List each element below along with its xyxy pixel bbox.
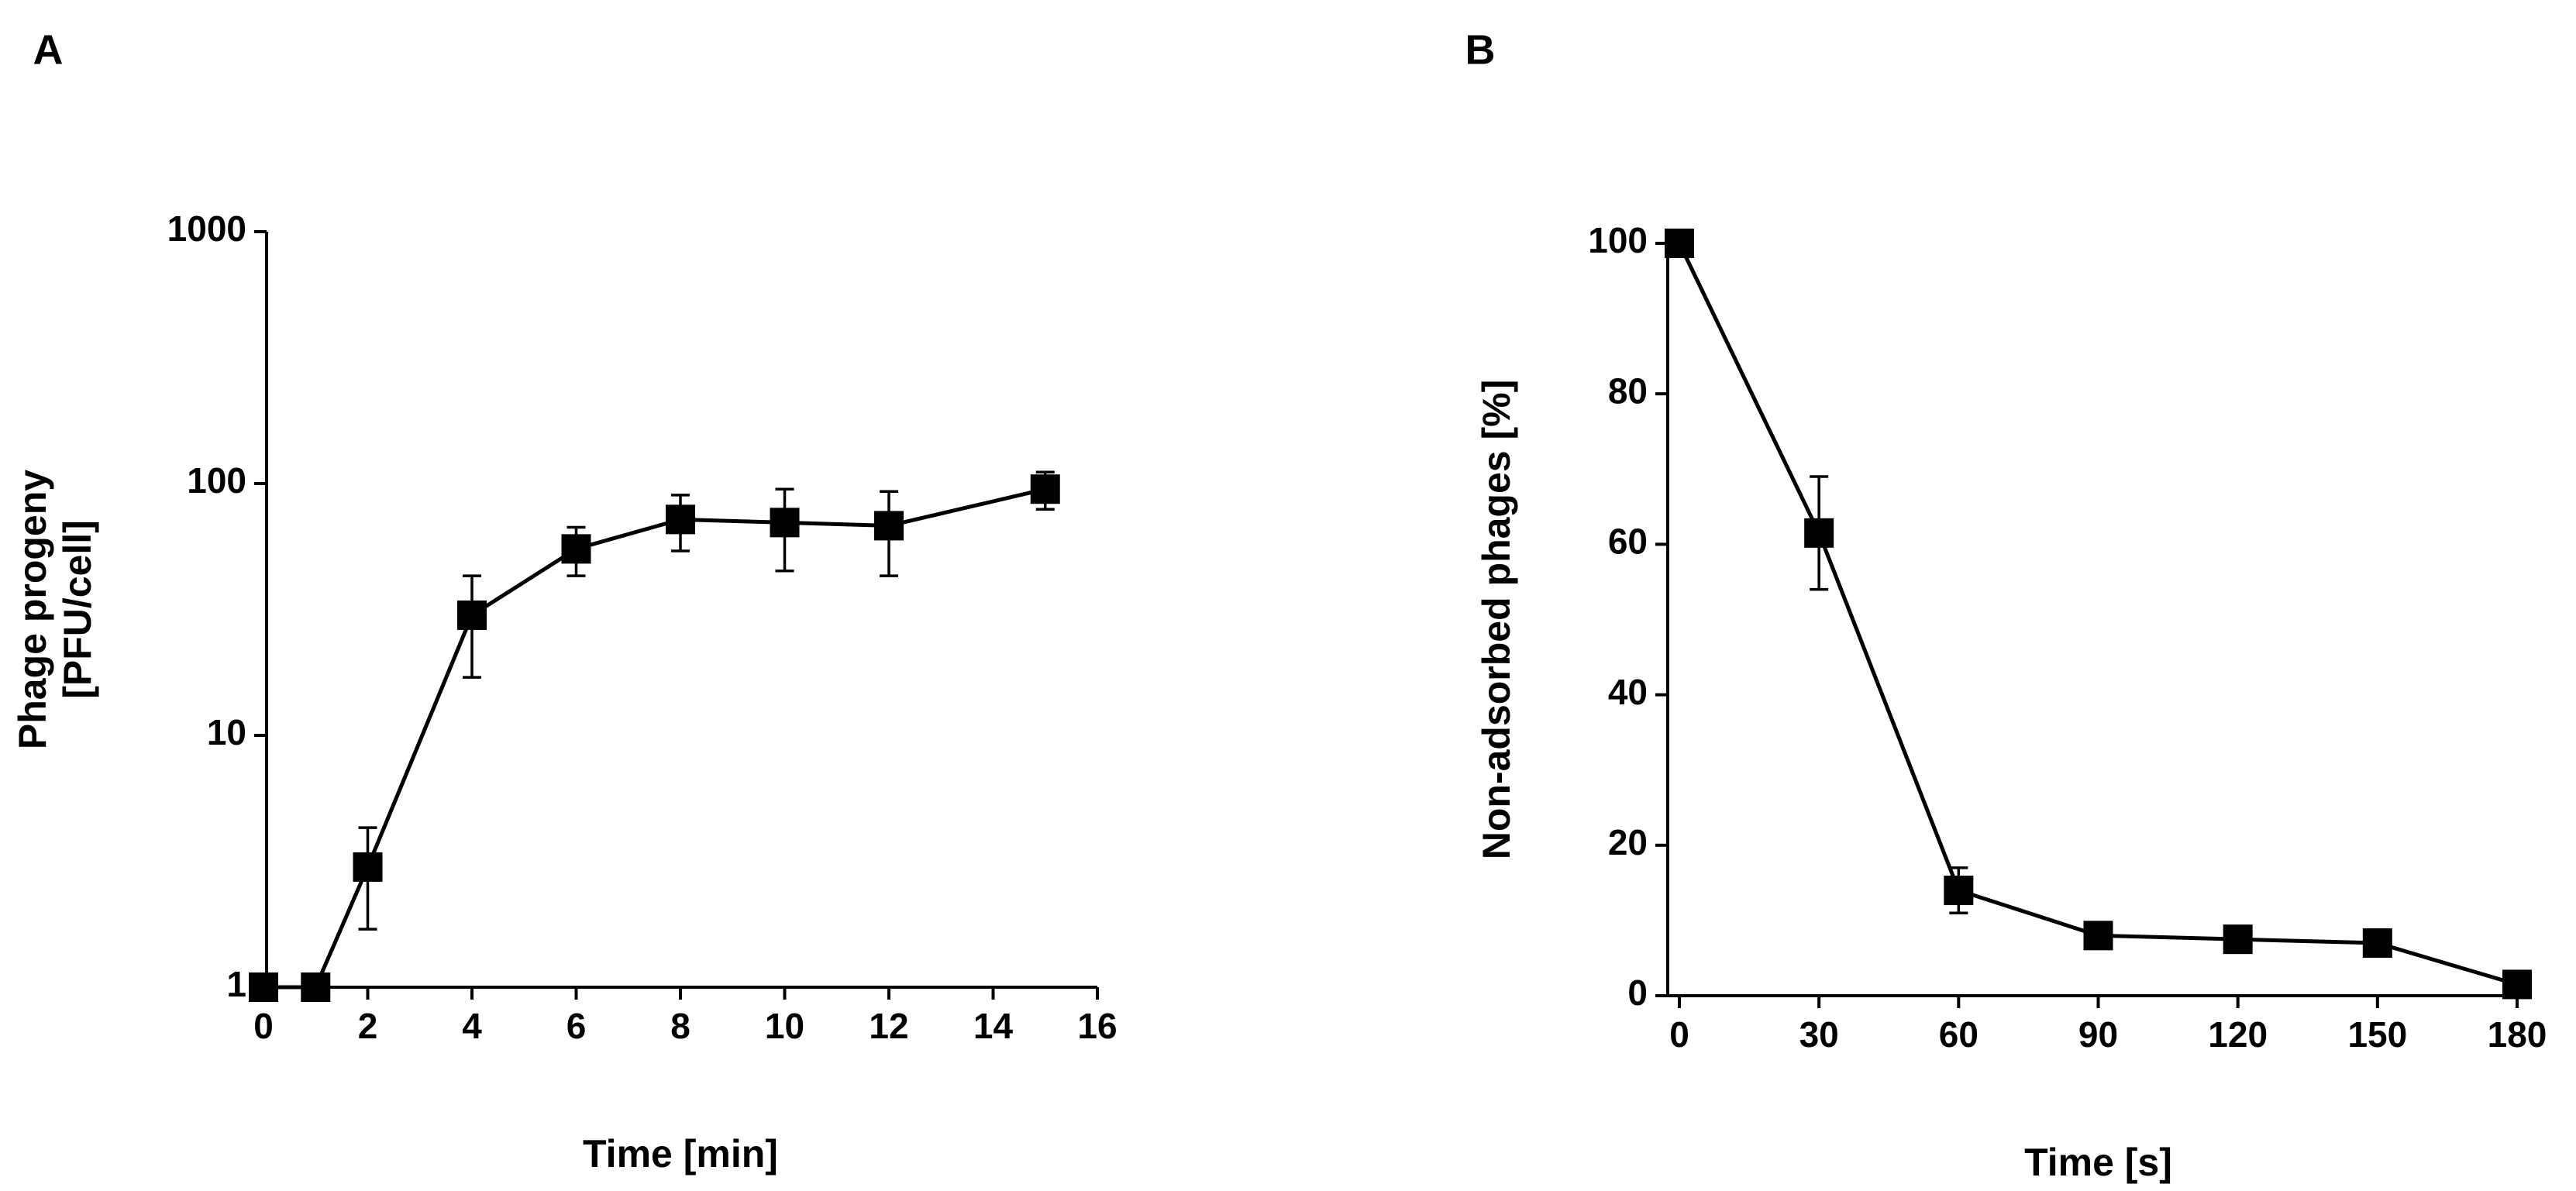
marker xyxy=(1665,229,1694,258)
marker xyxy=(1804,518,1834,548)
x-tick-label: 90 xyxy=(2078,1014,2118,1055)
y-axis-title: [PFU/cell] xyxy=(56,520,99,699)
x-tick-label: 16 xyxy=(1077,1006,1117,1046)
marker xyxy=(561,534,591,564)
x-tick-label: 8 xyxy=(670,1006,690,1046)
y-axis-title: Phage progeny xyxy=(11,470,54,749)
y-tick-label: 10 xyxy=(207,712,246,752)
y-tick-label: 1 xyxy=(226,964,246,1004)
y-tick-label: 60 xyxy=(1608,521,1648,562)
x-tick-label: 60 xyxy=(1939,1014,1978,1055)
marker xyxy=(1944,876,1974,906)
y-tick-label: 0 xyxy=(1627,972,1648,1013)
x-tick-label: 30 xyxy=(1799,1014,1839,1055)
y-tick-label: 20 xyxy=(1608,822,1648,862)
x-tick-label: 12 xyxy=(869,1006,908,1046)
x-tick-label: 14 xyxy=(973,1006,1014,1046)
marker xyxy=(301,972,331,1002)
marker xyxy=(2362,928,2392,959)
x-axis-title: Time [s] xyxy=(2024,1141,2172,1184)
x-tick-label: 180 xyxy=(2488,1014,2547,1055)
x-tick-label: 4 xyxy=(462,1006,482,1046)
y-tick-label: 1000 xyxy=(167,208,246,249)
marker xyxy=(2223,924,2253,955)
y-tick-label: 40 xyxy=(1608,672,1648,712)
panel-label: B xyxy=(1465,26,1496,73)
y-tick-label: 100 xyxy=(1588,220,1648,260)
y-axis-title: Non-adsorbed phages [%] xyxy=(1475,380,1518,859)
x-tick-label: 2 xyxy=(358,1006,378,1046)
x-axis-title: Time [min] xyxy=(583,1132,778,1176)
x-tick-label: 0 xyxy=(253,1006,274,1046)
marker xyxy=(353,852,383,882)
y-tick-label: 100 xyxy=(187,460,246,501)
marker xyxy=(666,504,695,535)
data-line xyxy=(1677,242,2518,986)
marker xyxy=(2083,921,2113,951)
marker xyxy=(874,511,904,541)
marker xyxy=(770,508,800,538)
marker xyxy=(249,972,278,1002)
marker xyxy=(1030,474,1060,504)
x-tick-label: 0 xyxy=(1669,1014,1689,1055)
data-line xyxy=(263,487,1046,990)
x-tick-label: 120 xyxy=(2208,1014,2268,1055)
marker xyxy=(2502,969,2532,1000)
panel-label: A xyxy=(33,26,64,73)
x-tick-label: 10 xyxy=(765,1006,804,1046)
x-tick-label: 150 xyxy=(2347,1014,2407,1055)
x-tick-label: 6 xyxy=(567,1006,587,1046)
marker xyxy=(457,600,487,630)
y-tick-label: 80 xyxy=(1608,370,1648,411)
